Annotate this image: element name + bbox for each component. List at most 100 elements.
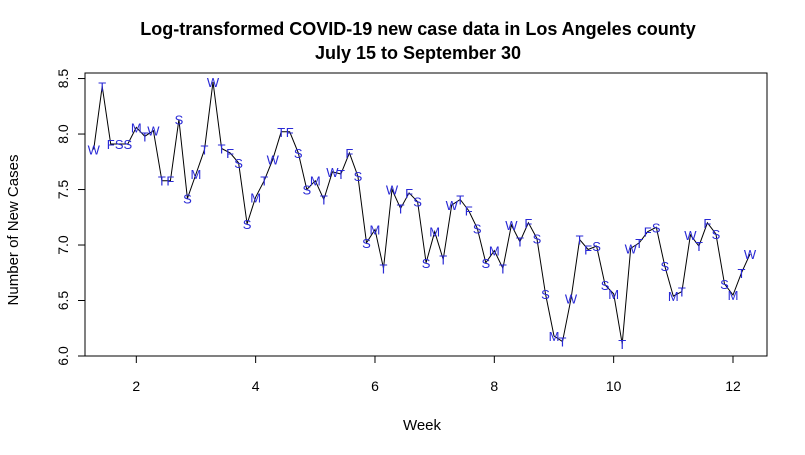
data-point-label: S — [115, 137, 124, 152]
data-point-label: W — [88, 143, 101, 158]
data-point-label: S — [302, 183, 311, 198]
data-point-label: S — [413, 195, 422, 210]
y-tick-label: 7.0 — [55, 235, 71, 255]
data-point-label: T — [337, 167, 345, 182]
data-point-label: T — [738, 266, 746, 281]
data-point-label: T — [201, 143, 209, 158]
data-point-label: M — [668, 289, 679, 304]
data-point-label: S — [660, 259, 669, 274]
data-point-label: T — [559, 335, 567, 350]
data-point-label: F — [465, 204, 473, 219]
y-tick-label: 6.5 — [55, 291, 71, 311]
data-point-label: T — [320, 193, 328, 208]
x-tick-label: 12 — [725, 378, 741, 394]
data-point-label: T — [618, 337, 626, 352]
data-point-label: S — [481, 256, 490, 271]
data-point-label: S — [234, 156, 243, 171]
x-tick-label: 8 — [490, 378, 498, 394]
data-point-label: T — [695, 239, 703, 254]
series-line — [93, 81, 751, 344]
data-point-label: T — [456, 193, 464, 208]
data-point-label: T — [141, 129, 149, 144]
data-point-label: M — [608, 287, 619, 302]
data-point-label: M — [250, 190, 261, 205]
data-point-label: T — [678, 285, 686, 300]
plot-frame — [84, 72, 768, 357]
x-axis-label: Week — [403, 417, 442, 434]
data-point-label: S — [541, 287, 550, 302]
x-axis: 2 4 6 8 10 12 — [132, 355, 741, 394]
data-point-label: F — [584, 242, 592, 257]
y-axis: 6.0 6.5 7.0 7.5 8.0 8.5 — [55, 69, 86, 366]
data-point-label: W — [326, 165, 339, 180]
data-point-label: T — [397, 201, 405, 216]
x-tick-label: 10 — [606, 378, 622, 394]
data-point-label: S — [473, 221, 482, 236]
data-point-label: W — [684, 228, 697, 243]
data-point-label: S — [243, 217, 252, 232]
data-point-label: F — [405, 186, 413, 201]
x-tick-label: 6 — [371, 378, 379, 394]
data-point-label: M — [728, 288, 739, 303]
y-tick-label: 8.5 — [55, 69, 71, 89]
data-point-label: S — [123, 137, 132, 152]
data-point-label: F — [226, 146, 234, 161]
chart-title: Log-transformed COVID-19 new case data i… — [140, 19, 695, 39]
data-point-label: S — [183, 191, 192, 206]
x-tick-label: 2 — [132, 378, 140, 394]
data-point-label: M — [549, 329, 560, 344]
data-point-label: S — [720, 277, 729, 292]
x-tick-label: 4 — [252, 378, 260, 394]
y-tick-label: 7.5 — [55, 180, 71, 200]
data-point-label: F — [345, 146, 353, 161]
data-point-label: S — [422, 256, 431, 271]
data-point-label: F — [644, 225, 652, 240]
data-point-label: W — [565, 291, 578, 306]
data-point-label: S — [533, 231, 542, 246]
data-point-label: T — [516, 235, 524, 250]
data-point-label: W — [625, 241, 638, 256]
data-point-label: T — [260, 174, 268, 189]
data-point-label: W — [505, 218, 518, 233]
data-point-label: F — [524, 216, 532, 231]
data-point-label: W — [446, 198, 459, 213]
data-point-label: T — [439, 252, 447, 267]
data-point-label: S — [362, 236, 371, 251]
data-point-label: W — [744, 247, 757, 262]
data-point-label: T — [635, 236, 643, 251]
y-axis-label: Number of New Cases — [5, 155, 22, 306]
data-point-label: T — [98, 79, 106, 94]
data-point-label: T — [158, 174, 166, 189]
y-tick-label: 6.0 — [55, 346, 71, 366]
data-point-label: F — [166, 174, 174, 189]
data-point-label: W — [147, 124, 160, 139]
data-point-label: T — [576, 232, 584, 247]
data-point-label: S — [652, 220, 661, 235]
data-point-label: T — [218, 141, 226, 156]
data-point-label: T — [277, 125, 285, 140]
data-point-label: M — [310, 174, 321, 189]
data-point-label: S — [294, 146, 303, 161]
data-point-label: W — [267, 153, 280, 168]
chart-subtitle: July 15 to September 30 — [315, 43, 521, 63]
data-point-label: W — [207, 75, 220, 90]
data-point-label: F — [286, 125, 294, 140]
data-point-label: W — [386, 183, 399, 198]
data-point-label: F — [107, 137, 115, 152]
data-point-label: S — [712, 227, 721, 242]
data-point-label: M — [429, 225, 440, 240]
data-point-label: T — [499, 261, 507, 276]
data-point-label: M — [489, 244, 500, 259]
data-point-label: F — [703, 216, 711, 231]
data-point-label: M — [370, 222, 381, 237]
data-point-label: M — [131, 120, 142, 135]
data-point-label: M — [191, 167, 202, 182]
data-point-label: S — [175, 113, 184, 128]
data-point-label: T — [380, 261, 388, 276]
y-tick-label: 8.0 — [55, 124, 71, 144]
data-point-label: S — [601, 278, 610, 293]
data-point-label: S — [592, 239, 601, 254]
